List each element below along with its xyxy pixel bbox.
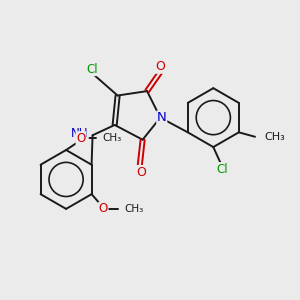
- Text: NH: NH: [71, 127, 88, 140]
- Text: O: O: [99, 202, 108, 215]
- Text: CH₃: CH₃: [264, 132, 285, 142]
- Text: Cl: Cl: [216, 163, 228, 176]
- Text: CH₃: CH₃: [102, 133, 122, 143]
- Text: Cl: Cl: [87, 62, 98, 76]
- Text: CH₃: CH₃: [125, 204, 144, 214]
- Text: O: O: [155, 60, 165, 73]
- Text: O: O: [136, 166, 146, 178]
- Text: O: O: [76, 132, 86, 145]
- Text: N: N: [157, 111, 167, 124]
